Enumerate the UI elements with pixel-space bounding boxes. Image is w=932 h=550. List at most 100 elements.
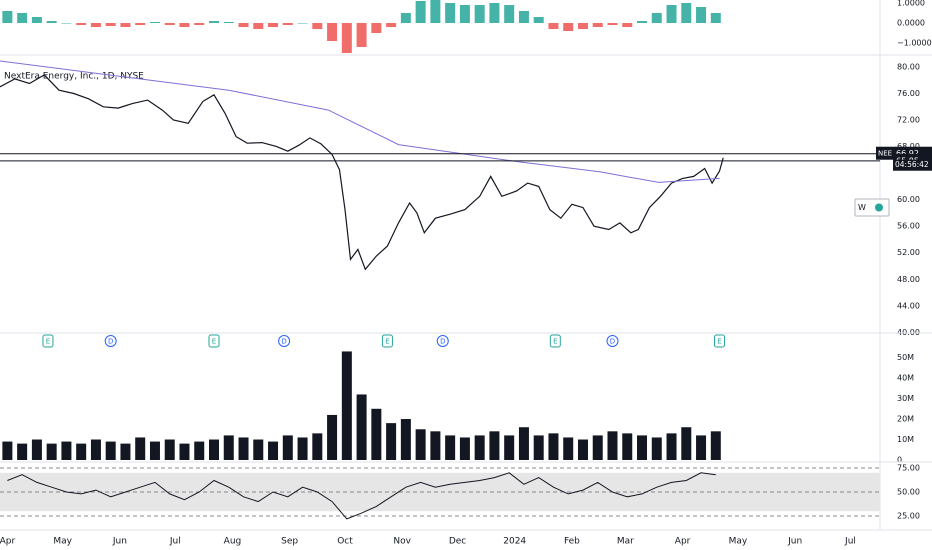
bar bbox=[327, 23, 338, 41]
x-tick-label: Apr bbox=[675, 537, 691, 547]
y-tick-label: 0.0000 bbox=[897, 19, 925, 28]
bar bbox=[61, 441, 72, 460]
bar bbox=[149, 441, 160, 460]
bar bbox=[312, 433, 323, 460]
x-tick-label: Jun bbox=[112, 537, 127, 547]
bar bbox=[120, 443, 131, 460]
x-tick-label: Oct bbox=[337, 537, 353, 547]
event-label: E bbox=[212, 338, 216, 346]
bar bbox=[474, 5, 485, 23]
interval-button[interactable] bbox=[854, 198, 890, 217]
y-tick-label: 72.00 bbox=[897, 116, 920, 125]
y-tick-label: 1.0000 bbox=[897, 0, 925, 8]
bar bbox=[592, 435, 603, 460]
moving-average bbox=[0, 60, 720, 183]
y-tick-label: 48.00 bbox=[897, 275, 920, 284]
bar bbox=[696, 7, 707, 23]
bar bbox=[149, 22, 160, 23]
symbol-tag-box bbox=[876, 146, 893, 160]
bar bbox=[666, 5, 677, 23]
event-marker bbox=[381, 334, 393, 348]
bar bbox=[297, 437, 308, 460]
bar bbox=[533, 17, 544, 23]
bar bbox=[666, 433, 677, 460]
event-label: E bbox=[46, 338, 50, 346]
bar bbox=[238, 23, 249, 27]
bar bbox=[46, 21, 57, 23]
bar bbox=[179, 23, 190, 27]
bar bbox=[223, 22, 234, 23]
bar bbox=[194, 23, 205, 25]
bar bbox=[710, 431, 721, 460]
bar bbox=[548, 23, 559, 29]
y-tick-label: 80.00 bbox=[897, 62, 920, 71]
event-label: D bbox=[440, 338, 445, 346]
bar bbox=[696, 435, 707, 460]
y-tick-label: 52.00 bbox=[897, 248, 920, 257]
bar bbox=[341, 351, 352, 460]
x-tick-label: Feb bbox=[564, 537, 580, 547]
bar bbox=[607, 23, 618, 25]
bar bbox=[90, 23, 101, 27]
symbol-tag: NEE bbox=[878, 150, 892, 158]
bar bbox=[209, 439, 220, 460]
bar bbox=[459, 5, 470, 23]
bar bbox=[17, 443, 28, 460]
interval-dot bbox=[875, 203, 883, 212]
bar bbox=[31, 17, 42, 23]
bar bbox=[223, 435, 234, 460]
bar bbox=[2, 11, 13, 23]
event-marker bbox=[208, 334, 220, 348]
bar bbox=[474, 435, 485, 460]
bar bbox=[46, 443, 57, 460]
bar bbox=[533, 435, 544, 460]
bar bbox=[356, 394, 367, 460]
bar bbox=[400, 13, 411, 23]
bar bbox=[637, 21, 648, 23]
y-tick-label: 50M bbox=[897, 353, 914, 362]
bar bbox=[651, 437, 662, 460]
x-tick-label: Mar bbox=[617, 537, 634, 547]
rsi-line bbox=[7, 472, 716, 520]
bar bbox=[31, 439, 42, 460]
bar bbox=[253, 23, 264, 29]
countdown: 04:56:42 bbox=[895, 160, 929, 169]
y-tick-label: 75.00 bbox=[897, 464, 920, 473]
y-tick-label: 30M bbox=[897, 394, 914, 403]
bar bbox=[312, 23, 323, 29]
y-tick-label: 50.00 bbox=[897, 488, 920, 497]
bar bbox=[164, 439, 175, 460]
bar bbox=[563, 23, 574, 31]
bar bbox=[341, 23, 352, 53]
bar bbox=[386, 23, 397, 27]
bar bbox=[710, 13, 721, 23]
bar bbox=[179, 443, 190, 460]
bar bbox=[563, 437, 574, 460]
bar bbox=[504, 5, 515, 23]
x-tick-label: Jun bbox=[787, 537, 802, 547]
y-tick-label: 20M bbox=[897, 415, 914, 424]
bar bbox=[430, 431, 441, 460]
event-label: D bbox=[610, 338, 615, 346]
bar bbox=[90, 439, 101, 460]
y-tick-label: 68.00 bbox=[897, 142, 920, 151]
bar bbox=[459, 437, 470, 460]
y-tick-label: 76.00 bbox=[897, 89, 920, 98]
bar bbox=[282, 23, 293, 25]
interval-button-label: W bbox=[858, 203, 866, 212]
event-marker bbox=[549, 334, 561, 348]
y-tick-label: 25.00 bbox=[897, 512, 920, 521]
bar bbox=[400, 419, 411, 460]
bar bbox=[681, 3, 692, 23]
bar bbox=[17, 13, 28, 23]
x-tick-label: May bbox=[729, 537, 748, 547]
bar bbox=[415, 429, 426, 460]
bar bbox=[135, 23, 146, 25]
bar bbox=[238, 437, 249, 460]
bar bbox=[371, 408, 382, 460]
bar bbox=[622, 433, 633, 460]
bar bbox=[356, 23, 367, 47]
event-label: E bbox=[717, 338, 721, 346]
bar bbox=[76, 443, 87, 460]
